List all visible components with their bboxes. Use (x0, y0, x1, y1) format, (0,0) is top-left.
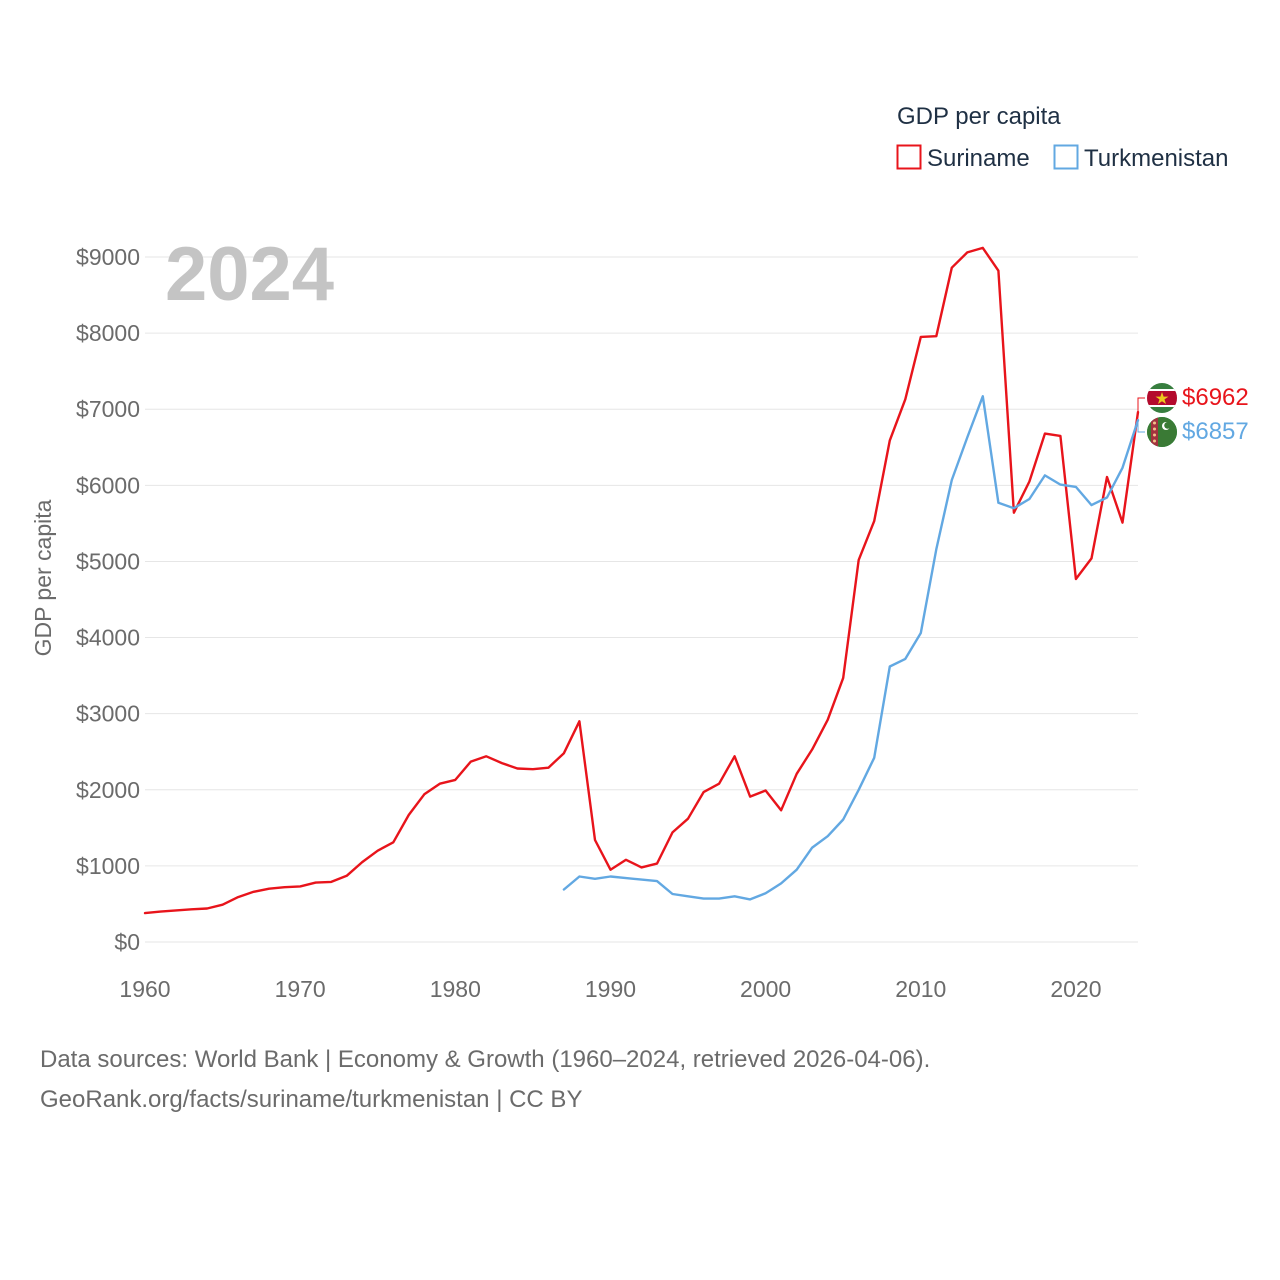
footer-sources: Data sources: World Bank | Economy & Gro… (40, 1046, 931, 1073)
x-tick-label: 2020 (1050, 976, 1101, 1002)
y-tick-label: $9000 (76, 244, 140, 270)
x-tick-label: 2000 (740, 976, 791, 1002)
legend-label-suriname[interactable]: Suriname (927, 145, 1030, 172)
x-tick-label: 2010 (895, 976, 946, 1002)
year-badge: 2024 (165, 232, 334, 317)
suriname-end-value: $6962 (1182, 384, 1249, 411)
series-lines (143, 246, 1140, 915)
y-tick-label: $4000 (76, 625, 140, 651)
turkmenistan-end-connector (1137, 420, 1145, 433)
y-tick-label: $3000 (76, 701, 140, 727)
end-label-connectors (1137, 397, 1145, 433)
turkmenistan-end-value: $6857 (1182, 418, 1249, 445)
suriname-end-connector (1137, 397, 1145, 411)
series-line-turkmenistan (562, 395, 1140, 901)
y-tick-label: $8000 (76, 320, 140, 346)
data-source-footer: Data sources: World Bank | Economy & Gro… (40, 1040, 1240, 1120)
suriname-flag-icon (1147, 383, 1177, 413)
x-tick-label: 1960 (119, 976, 170, 1002)
x-axis-ticks: 1960 1970 1980 1990 2000 2010 2020 (119, 976, 1101, 1002)
series-line-suriname (143, 246, 1140, 915)
y-tick-label: $0 (114, 929, 140, 955)
y-axis-label: GDP per capita (30, 499, 56, 656)
legend-swatch-suriname[interactable] (896, 144, 922, 170)
legend-label-turkmenistan[interactable]: Turkmenistan (1084, 145, 1229, 172)
turkmenistan-flag-icon (1147, 417, 1177, 447)
x-tick-label: 1970 (275, 976, 326, 1002)
y-tick-label: $5000 (76, 548, 140, 574)
legend-title: GDP per capita (897, 103, 1061, 130)
y-tick-label: $6000 (76, 472, 140, 498)
x-tick-label: 1990 (585, 976, 636, 1002)
y-tick-label: $2000 (76, 777, 140, 803)
footer-attribution: GeoRank.org/facts/suriname/turkmenistan … (40, 1086, 583, 1113)
legend[interactable]: GDP per capita Suriname Turkmenistan (896, 103, 1229, 172)
grid-lines (145, 256, 1138, 943)
y-tick-label: $7000 (76, 396, 140, 422)
y-tick-label: $1000 (76, 853, 140, 879)
legend-swatch-turkmenistan[interactable] (1053, 144, 1079, 170)
y-axis-ticks: $0 $1000 $2000 $3000 $4000 $5000 $6000 $7000 $80… (76, 244, 140, 955)
x-tick-label: 1980 (430, 976, 481, 1002)
